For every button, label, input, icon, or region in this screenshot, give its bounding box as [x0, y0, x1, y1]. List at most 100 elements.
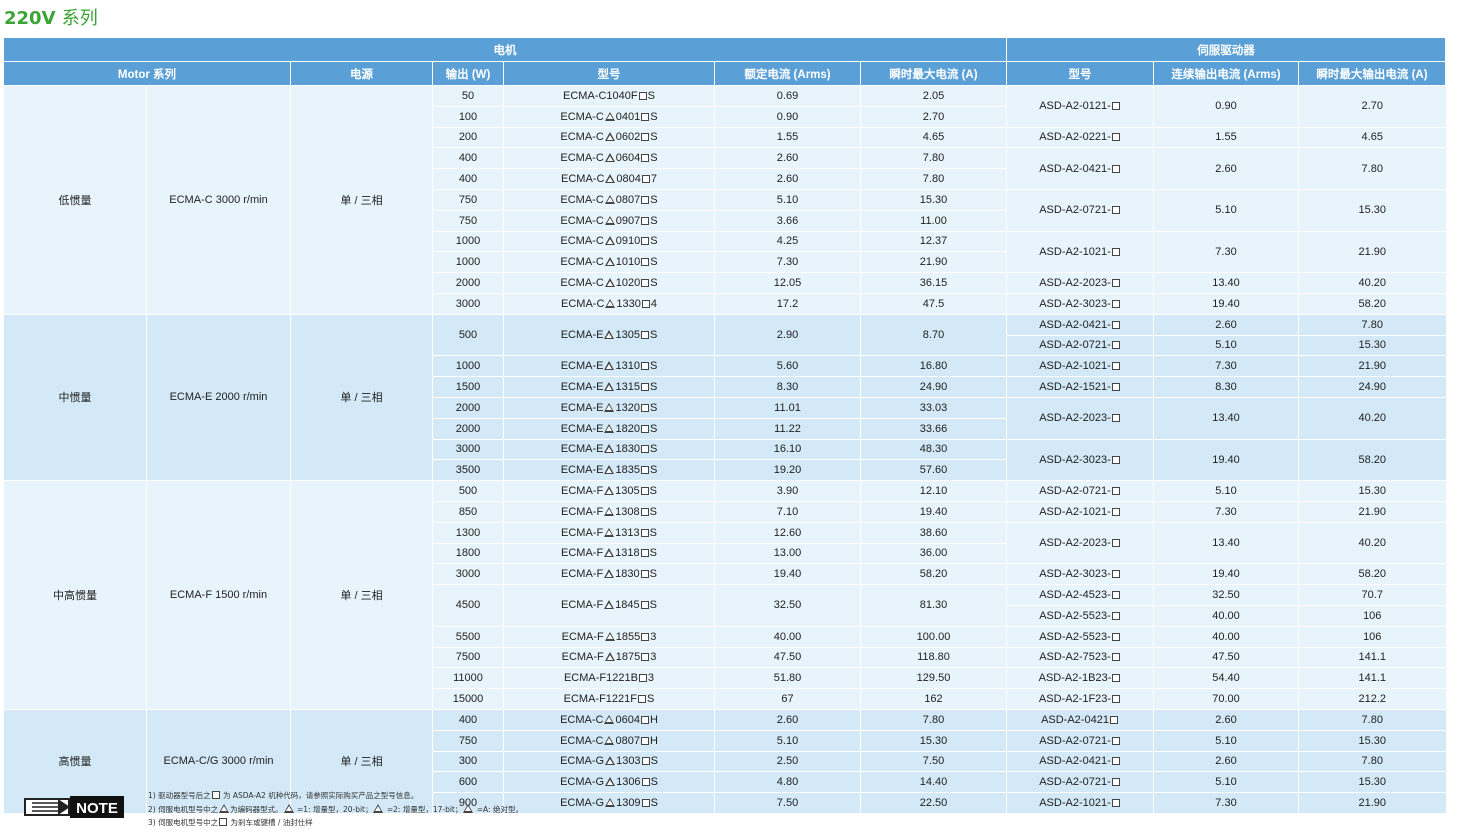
- peak-current-cell: 15.30: [860, 189, 1007, 211]
- drive-peak-current-cell: 141.1: [1298, 647, 1446, 669]
- model-prefix: ECMA-C: [561, 173, 605, 186]
- drive-peak-current-cell: 106: [1298, 605, 1446, 627]
- table-row: 3000 ECMA-C 1330 4 17.2 47.5 ASD-A2-3023- 19.40…: [4, 293, 1446, 315]
- placeholder-box: [640, 403, 649, 412]
- triangle-symbol: [604, 652, 615, 662]
- model-suffix: S: [650, 776, 658, 789]
- drive-model: ASD-A2-0221-: [1039, 131, 1111, 144]
- motor-model-cell: ECMA-C 0910 S: [503, 231, 715, 253]
- note-line: 1) 驱动器型号后之 为 ASDA-A2 机种代码，请参照实际购买产品之型号信息…: [148, 789, 523, 803]
- note-text: 为编码器型式。: [230, 804, 283, 814]
- rated-current-cell: 40.00: [714, 626, 861, 648]
- model-suffix: 3: [650, 651, 657, 664]
- placeholder-box: [1112, 695, 1121, 703]
- model-suffix: S: [649, 505, 657, 518]
- drive-cont-current-cell: 0.90: [1153, 85, 1299, 128]
- col-header: 瞬时最大输出电流 (A): [1298, 61, 1446, 86]
- output-cell: 15000: [432, 688, 504, 710]
- output-cell: 1000: [432, 355, 504, 378]
- model-suffix: S: [649, 568, 657, 581]
- output-cell: 3000: [432, 439, 504, 461]
- motor-model-cell: ECMA-F 1855 3: [503, 626, 715, 648]
- model-suffix: S: [650, 152, 658, 165]
- model-prefix: ECMA-E: [560, 360, 604, 373]
- drive-model-cell: ASD-A2-0721-: [1006, 480, 1154, 502]
- motor-model-cell: ECMA-C 0602 S: [503, 127, 715, 149]
- model-code: 1308: [615, 505, 640, 518]
- rated-current-cell: 4.80: [714, 771, 861, 794]
- peak-current-cell: 4.65: [860, 127, 1007, 149]
- model-suffix: 7: [650, 173, 657, 186]
- motor-model-cell: ECMA-E 1820 S: [503, 418, 715, 440]
- model-code: 1330: [616, 297, 641, 310]
- model-code: 1305: [615, 485, 640, 498]
- drive-model-cell: ASD-A2-0721-: [1006, 771, 1154, 794]
- drive-model: ASD-A2-0421: [1041, 713, 1109, 726]
- model-prefix: ECMA-F: [561, 568, 604, 581]
- triangle-symbol: [605, 756, 616, 766]
- placeholder-box: [640, 362, 649, 371]
- drive-peak-current-cell: 7.80: [1298, 147, 1446, 190]
- model-suffix: S: [647, 89, 655, 102]
- triangle-symbol: [604, 402, 615, 412]
- placeholder-box: [638, 674, 647, 683]
- drive-model-cell: ASD-A2-1021-: [1006, 231, 1154, 274]
- table-row: 5500 ECMA-F 1855 3 40.00 100.00 ASD-A2-5523- 40…: [4, 626, 1446, 648]
- rated-current-cell: 3.66: [714, 210, 861, 232]
- model-suffix: S: [650, 755, 658, 768]
- placeholder-box: [1111, 299, 1120, 308]
- placeholder-box: [1111, 632, 1120, 641]
- motor-group-header: 电机: [3, 37, 1007, 62]
- rated-current-cell: 2.60: [714, 709, 861, 731]
- model-code: 0604: [615, 713, 640, 726]
- rated-current-cell: 7.30: [714, 251, 861, 274]
- drive-peak-current-cell: 106: [1298, 626, 1446, 648]
- col-header: 型号: [1006, 61, 1154, 86]
- model-suffix: 4: [650, 297, 657, 310]
- model-suffix: 3: [647, 672, 655, 685]
- peak-current-cell: 22.50: [860, 792, 1007, 814]
- model-suffix: S: [649, 547, 657, 560]
- drive-cont-current-cell: 7.30: [1153, 231, 1299, 274]
- motor-model-cell: ECMA-G 1309 S: [503, 792, 715, 814]
- triangle-symbol: [604, 361, 615, 371]
- rated-current-cell: 2.50: [714, 751, 861, 773]
- drive-cont-current-cell: 2.60: [1153, 751, 1299, 773]
- output-cell: 1000: [432, 251, 504, 274]
- triangle-symbol: [604, 215, 615, 225]
- model-prefix: ECMA-C: [560, 214, 604, 227]
- peak-current-cell: 21.90: [860, 251, 1007, 274]
- model-suffix: S: [649, 464, 658, 477]
- model-prefix: ECMA-C: [560, 131, 604, 144]
- placeholder-box: [641, 216, 650, 225]
- table-row: 1000 ECMA-C 0910 S 4.25 12.37 ASD-A2-1021- 7.30…: [4, 231, 1446, 274]
- table-row: 2000 ECMA-E 1820 S 11.22 33.66: [4, 418, 1446, 440]
- placeholder-box: [1111, 383, 1120, 392]
- model-code: 1303: [616, 755, 641, 768]
- placeholder-box: [641, 798, 650, 807]
- placeholder-box: [641, 195, 650, 204]
- note-text: 3) 伺服电机型号中之: [148, 818, 219, 827]
- drive-cont-current-cell: 5.10: [1153, 730, 1299, 752]
- model-suffix: S: [650, 277, 658, 290]
- placeholder-box: [640, 601, 649, 610]
- peak-current-cell: 12.10: [860, 480, 1007, 502]
- drive-model: ASD-A2-1B23-: [1038, 672, 1112, 685]
- model-code: 1855: [615, 630, 641, 643]
- rated-current-cell: 16.10: [714, 439, 861, 461]
- drive-model-cell: ASD-A2-0721-: [1006, 189, 1154, 232]
- placeholder-box: [1111, 539, 1120, 548]
- peak-current-cell: 2.70: [860, 106, 1007, 128]
- motor-model-cell: ECMA-F1221F S: [503, 688, 715, 710]
- table-row: 2000 ECMA-E 1320 S 11.01 33.03 ASD-A2-2023- 13.…: [4, 397, 1446, 440]
- model-prefix: ECMA-G: [560, 755, 605, 768]
- motor-model-cell: ECMA-C 1020 S: [503, 272, 715, 294]
- model-prefix: ECMA-F: [561, 630, 604, 643]
- peak-current-cell: 7.80: [860, 147, 1007, 170]
- drive-model: ASD-A2-3023-: [1039, 568, 1111, 581]
- drive-model-cell: ASD-A2-3023-: [1006, 293, 1154, 315]
- table-row: 4500 ECMA-F 1845 S 32.50 81.30 ASD-A2-4523- 32.…: [4, 584, 1446, 627]
- placeholder-box: [640, 528, 649, 537]
- drive-cont-current-cell: 32.50: [1153, 584, 1299, 606]
- motor-model-cell: ECMA-F 1305 S: [503, 480, 715, 502]
